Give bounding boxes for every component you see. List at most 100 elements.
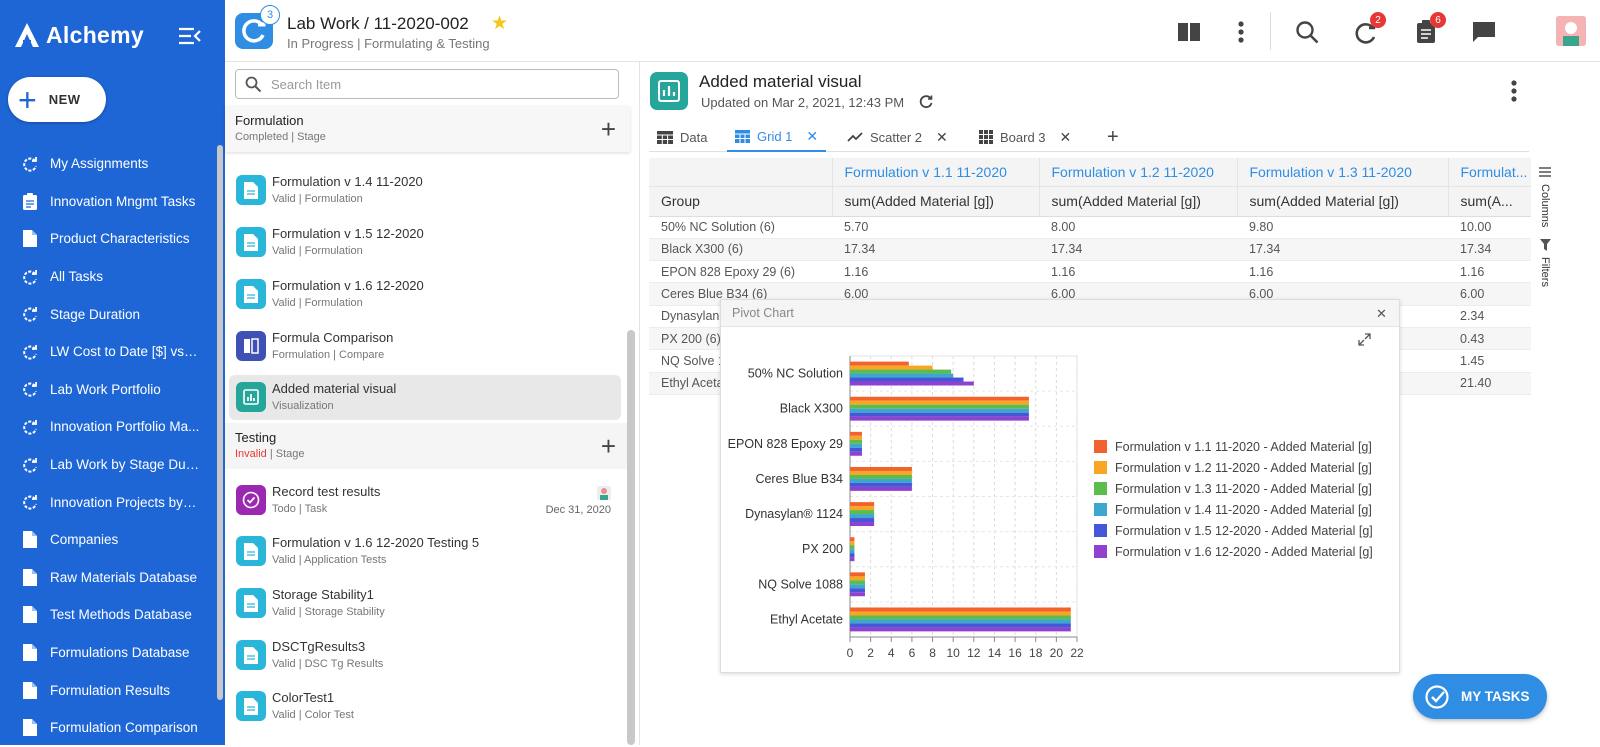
section-formulation[interactable]: Formulation Completed | Stage +	[225, 106, 630, 152]
my-tasks-label: MY TASKS	[1461, 689, 1530, 704]
columns-tool[interactable]: Columns	[1535, 166, 1555, 227]
search-item-input[interactable]: Search Item	[235, 69, 619, 99]
close-icon[interactable]: ✕	[1376, 306, 1387, 321]
nav-item[interactable]: Lab Work by Stage Dura...	[0, 446, 220, 484]
column-group-header[interactable]: Formulation v 1.3 11-2020	[1236, 158, 1448, 186]
group-column-header[interactable]: Group	[649, 185, 832, 217]
item-name: DSCTgResults3	[272, 639, 366, 654]
more-vertical-icon[interactable]	[1227, 18, 1255, 46]
section-testing[interactable]: Testing Invalid | Stage +	[225, 423, 630, 469]
new-button[interactable]: + NEW	[8, 77, 106, 122]
x-tick-label: 12	[967, 646, 981, 660]
table-row[interactable]: 50% NC Solution (6) 5.70 8.00 9.80 10.00	[649, 216, 1531, 239]
more-vertical-icon[interactable]	[1511, 80, 1517, 105]
column-group-header[interactable]: Formulation v 1.1 11-2020	[831, 158, 1039, 186]
value-cell: 1.16	[832, 260, 1039, 284]
tasks-clipboard-icon[interactable]: 6	[1412, 12, 1446, 46]
nav-item-label: Formulation Results	[50, 682, 171, 698]
value-cell: 21.40	[1448, 372, 1531, 395]
favorite-star-icon[interactable]: ★	[491, 13, 509, 34]
tab-data[interactable]: Data	[657, 122, 707, 152]
user-avatar[interactable]	[1556, 16, 1586, 46]
list-item[interactable]: Formulation v 1.6 12-2020 Valid | Formula…	[229, 272, 621, 317]
measure-header[interactable]: sum(A...	[1447, 185, 1531, 217]
column-group-header[interactable]: Formulation v 1.2 11-2020	[1038, 158, 1237, 186]
list-item[interactable]: Added material visual Visualization	[229, 375, 621, 420]
nav-item[interactable]: Lab Work Portfolio	[0, 371, 220, 409]
nav-item[interactable]: Test Methods Database	[0, 596, 220, 634]
measure-header[interactable]: sum(Added Material [g])	[1038, 185, 1237, 217]
list-item[interactable]: Formulation v 1.6 12-2020 Testing 5 Valid…	[229, 529, 621, 574]
column-group-header[interactable]: Formulat...	[1447, 158, 1531, 186]
add-item-icon[interactable]: +	[600, 431, 616, 461]
category-label: PX 200	[802, 542, 843, 556]
tab-label: Data	[680, 129, 708, 145]
add-tab-icon[interactable]: +	[1107, 125, 1119, 148]
category-label: Black X300	[780, 402, 843, 416]
search-icon[interactable]	[1293, 18, 1321, 46]
app-logo[interactable]: Alchemy	[14, 18, 144, 52]
value-cell: 17.34	[1448, 238, 1531, 262]
bar	[850, 557, 855, 562]
bar	[850, 592, 865, 597]
bar	[850, 396, 1029, 401]
measure-header[interactable]: sum(Added Material [g])	[1236, 185, 1448, 217]
list-item[interactable]: ColorTest1 Valid | Color Test	[229, 684, 621, 729]
nav-item[interactable]: Companies	[0, 521, 220, 559]
collapse-menu-icon[interactable]	[178, 26, 202, 46]
value-cell: 1.45	[1448, 349, 1531, 373]
measure-header[interactable]: sum(Added Material [g])	[831, 185, 1039, 217]
nav-item[interactable]: My Assignments	[0, 145, 220, 183]
tab-grid-1[interactable]: Grid 1 ✕	[727, 122, 827, 152]
nav-item[interactable]: Formulations Database	[0, 634, 220, 672]
list-item[interactable]: Formulation v 1.4 11-2020 Valid | Formula…	[229, 168, 621, 213]
close-tab-icon[interactable]: ✕	[1059, 128, 1072, 145]
list-item[interactable]: DSCTgResults3 Valid | DSC Tg Results	[229, 633, 621, 678]
filters-tool[interactable]: Filters	[1535, 239, 1555, 287]
grid-corner-cell	[649, 158, 832, 186]
refresh-icon[interactable]	[919, 94, 933, 111]
value-cell: 2.34	[1448, 305, 1531, 328]
nav-item[interactable]: Formulation Comparison	[0, 709, 220, 747]
table-row[interactable]: Black X300 (6) 17.34 17.34 17.34 17.34	[649, 238, 1531, 262]
nav-item[interactable]: LW Cost to Date [$] vs E...	[0, 333, 220, 371]
nav-item[interactable]: All Tasks	[0, 258, 220, 296]
nav-scrollbar[interactable]	[217, 145, 223, 700]
item-name: Formulation v 1.6 12-2020	[272, 278, 424, 293]
tab-scatter-2[interactable]: Scatter 2 ✕	[847, 122, 948, 152]
item-meta: Valid | Formulation	[272, 297, 363, 309]
legend-label: Formulation v 1.5 12-2020 - Added Materi…	[1115, 524, 1373, 538]
value-cell: 8.00	[1039, 216, 1237, 239]
item-meta: Valid | Application Tests	[272, 554, 387, 566]
nav-item[interactable]: Formulation Results	[0, 671, 220, 709]
list-scrollbar[interactable]	[627, 330, 635, 745]
nav-item[interactable]: Innovation Mngmt Tasks	[0, 183, 220, 221]
tab-board-3[interactable]: Board 3 ✕	[979, 122, 1071, 152]
add-item-icon[interactable]: +	[600, 114, 616, 144]
task-check-icon	[236, 485, 266, 515]
list-item[interactable]: Formulation v 1.5 12-2020 Valid | Formula…	[229, 220, 621, 265]
nav-item[interactable]: Innovation Portfolio Ma...	[0, 408, 220, 446]
item-name: Record test results	[272, 484, 381, 499]
nav-item[interactable]: Raw Materials Database	[0, 559, 220, 597]
item-name: Formula Comparison	[272, 330, 394, 345]
table-row[interactable]: EPON 828 Epoxy 29 (6) 1.16 1.16 1.16 1.16	[649, 260, 1531, 284]
filter-icon	[1539, 239, 1551, 252]
split-view-icon[interactable]	[1175, 18, 1203, 46]
my-tasks-button[interactable]: MY TASKS	[1413, 674, 1547, 719]
close-tab-icon[interactable]: ✕	[806, 127, 819, 144]
bar	[850, 482, 912, 487]
table-icon	[657, 130, 673, 144]
document-icon	[22, 644, 38, 662]
bar	[850, 381, 974, 386]
nav-item[interactable]: Innovation Projects by L...	[0, 483, 220, 521]
list-item[interactable]: Storage Stability1 Valid | Storage Stabil…	[229, 581, 621, 626]
nav-item[interactable]: Stage Duration	[0, 295, 220, 333]
notifications-icon[interactable]: 2	[1352, 12, 1386, 46]
nav-item[interactable]: Product Characteristics	[0, 220, 220, 258]
list-item[interactable]: Record test results Todo | Task Dec 31, 20…	[229, 478, 621, 523]
close-tab-icon[interactable]: ✕	[936, 128, 948, 145]
chat-icon[interactable]	[1470, 18, 1498, 46]
item-name: Added material visual	[272, 381, 397, 396]
list-item[interactable]: Formula Comparison Formulation | Compare	[229, 324, 621, 369]
